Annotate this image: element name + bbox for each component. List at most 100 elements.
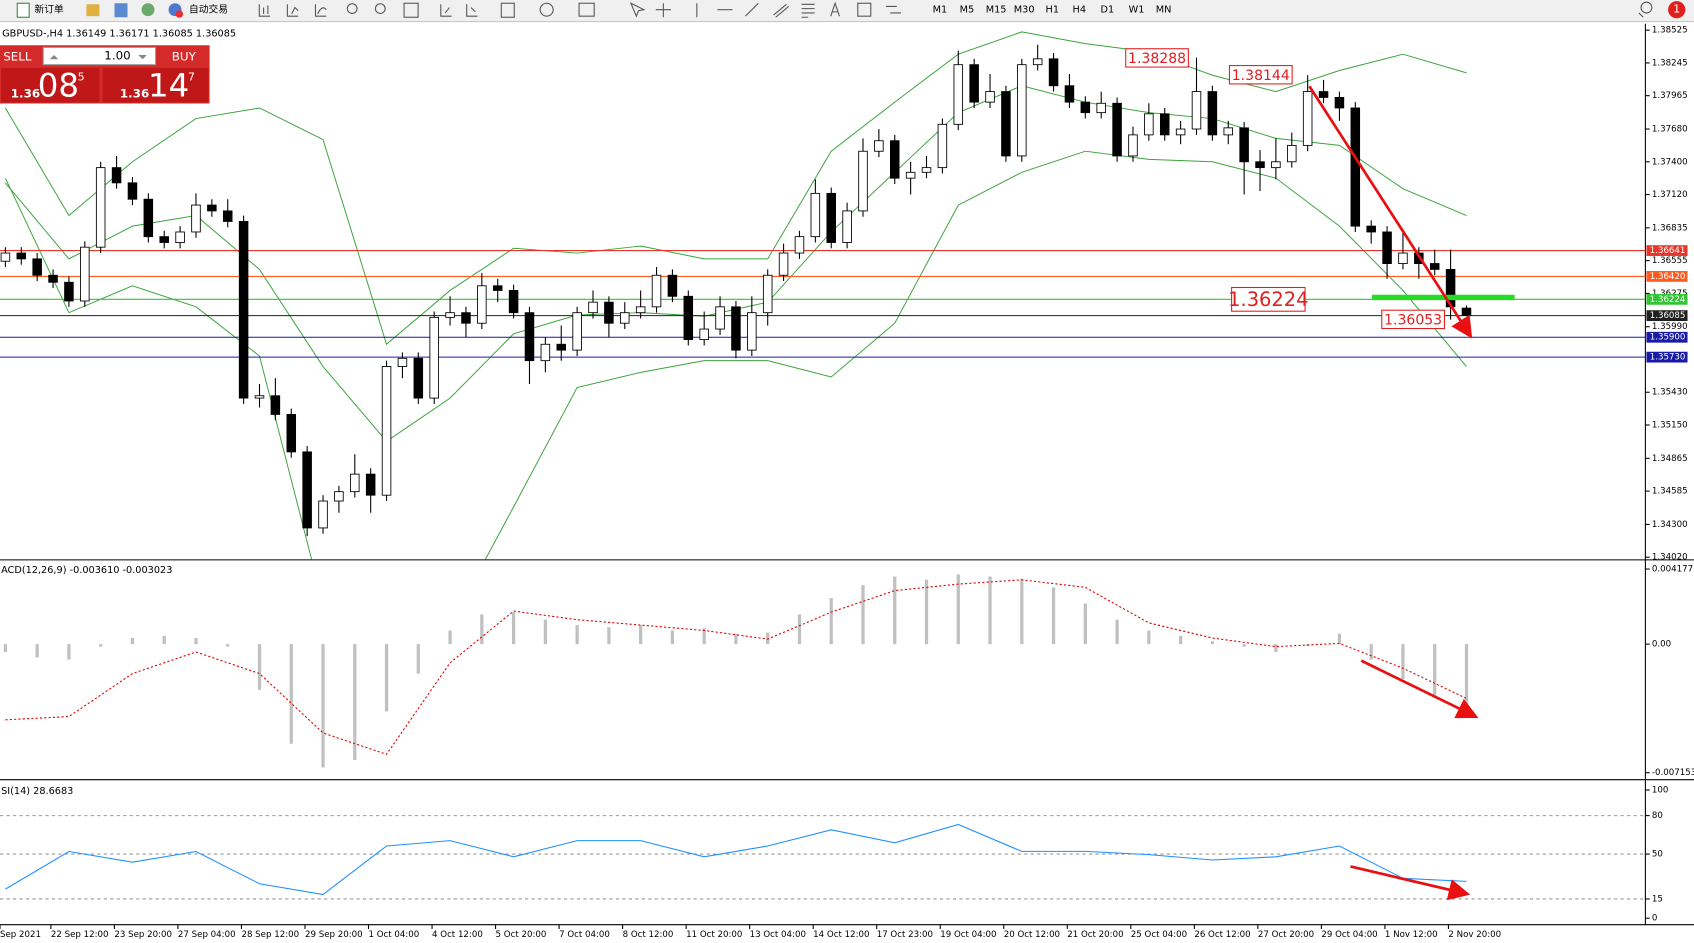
candle-body xyxy=(604,301,614,324)
notification-count: 1 xyxy=(1673,3,1680,16)
x-tick-label: 22 Sep 12:00 xyxy=(51,930,109,940)
macd-bar xyxy=(1051,587,1056,645)
bollinger-band xyxy=(4,31,1467,346)
bid-pips: 08 xyxy=(38,66,79,104)
notification-badge[interactable] xyxy=(1668,1,1686,19)
buy-button[interactable]: BUY xyxy=(172,50,197,64)
auto-trading-label: 自动交易 xyxy=(189,3,228,16)
macd-bar xyxy=(226,644,230,647)
timeframe-button[interactable]: D1 xyxy=(1101,5,1115,16)
x-tick-label: 8 Oct 12:00 xyxy=(623,930,674,940)
price-callout xyxy=(1381,309,1445,330)
sell-button[interactable]: SELL xyxy=(3,50,32,64)
level-tag xyxy=(1646,331,1688,343)
macd-bar xyxy=(924,579,929,645)
candle-body xyxy=(874,140,884,152)
x-tick-label: 27 Sep 04:00 xyxy=(178,930,236,940)
macd-bar xyxy=(1401,644,1405,680)
price-callout xyxy=(1231,286,1306,312)
candle-body xyxy=(32,258,42,276)
candle-body xyxy=(95,167,106,248)
macd-bar xyxy=(162,635,166,645)
x-tick-label: 2 Nov 20:00 xyxy=(1448,930,1501,940)
candle-body xyxy=(556,343,566,351)
price-callout-label: 1.36224 xyxy=(1228,288,1308,311)
y-tick-label: 1.35430 xyxy=(1652,388,1688,398)
timeframe-button[interactable]: MN xyxy=(1156,5,1172,16)
timeframe-button[interactable]: M15 xyxy=(986,5,1007,16)
candle-body xyxy=(762,274,773,314)
candle-body xyxy=(1096,102,1106,114)
timeframe-button[interactable]: M1 xyxy=(933,5,948,16)
candle-body xyxy=(937,123,948,169)
toolbar-icon[interactable] xyxy=(141,3,155,17)
candle-body xyxy=(1366,225,1376,233)
candle-body xyxy=(889,140,900,179)
candle-body xyxy=(810,192,821,238)
bid-box[interactable] xyxy=(1,67,100,103)
candle-body xyxy=(715,306,725,330)
candle-body xyxy=(350,473,360,493)
annotations: 1.38288 1.38144 1.36224 1.36053 xyxy=(1125,48,1445,330)
candle-body xyxy=(270,395,281,415)
y-tick-label: 1.34865 xyxy=(1652,454,1688,464)
timeframes: M1 M5 M15 M30 H1 H4 D1 W1 MN xyxy=(933,5,1172,16)
timeframe-button[interactable]: W1 xyxy=(1129,5,1145,16)
y-tick-label: 50 xyxy=(1652,850,1663,860)
candle-body xyxy=(302,451,312,529)
timeframe-button[interactable]: M5 xyxy=(960,5,975,16)
timeframe-button[interactable]: M30 xyxy=(1014,5,1035,16)
x-tick-label: 1 Oct 04:00 xyxy=(369,930,420,940)
candle-body xyxy=(1398,252,1408,264)
candle-body xyxy=(1207,91,1218,136)
macd-bar xyxy=(1178,635,1183,645)
candle-body xyxy=(921,167,932,173)
lots-input[interactable] xyxy=(42,46,157,66)
toolbar-icon[interactable] xyxy=(86,4,100,17)
macd-bar xyxy=(766,632,770,645)
macd-bar xyxy=(480,614,484,645)
macd-bar xyxy=(1115,619,1119,645)
candle-body xyxy=(381,366,392,496)
level-tag xyxy=(1646,351,1688,363)
ask-box[interactable] xyxy=(102,67,209,103)
macd-bar xyxy=(702,628,706,645)
x-tick-label: 27 Oct 20:00 xyxy=(1258,930,1314,940)
lots-down[interactable] xyxy=(49,54,59,60)
lots-up[interactable] xyxy=(138,54,147,60)
macd-bar xyxy=(1147,630,1151,645)
candle-body xyxy=(80,246,90,302)
x-tick-label: 14 Oct 12:00 xyxy=(813,930,869,940)
candle-body xyxy=(477,285,487,324)
chart-title: GBPUSD-,H4 1.36149 1.36171 1.36085 1.360… xyxy=(2,28,236,39)
new-order-button[interactable]: 新订单 xyxy=(16,2,64,18)
toolbar-icon[interactable] xyxy=(114,3,128,18)
candle-body xyxy=(318,500,328,529)
ask-big: 1.36 xyxy=(120,86,149,100)
bid-point: 5 xyxy=(78,71,85,84)
x-tick-label: 19 Oct 04:00 xyxy=(940,930,996,940)
rsi-arrow xyxy=(1350,865,1471,901)
candle-body xyxy=(445,312,455,318)
candle-body xyxy=(826,192,836,243)
candle-body xyxy=(1017,64,1027,157)
candle-body xyxy=(540,343,551,362)
y-tick-label: 1.34020 xyxy=(1652,553,1688,563)
candle-body xyxy=(778,252,789,276)
timeframe-button[interactable]: H4 xyxy=(1073,5,1087,16)
macd-bar xyxy=(67,644,71,660)
macd-bar xyxy=(289,644,293,744)
toolbar-icons[interactable] xyxy=(258,1,1653,18)
level-tag xyxy=(1646,271,1688,282)
macd-bar xyxy=(448,630,452,645)
x-tick-label: 20 Oct 12:00 xyxy=(1004,930,1060,940)
y-tick-label: 1.36835 xyxy=(1652,223,1688,233)
candle-body xyxy=(413,357,424,399)
auto-trading-button[interactable]: 自动交易 xyxy=(168,3,228,18)
bollinger-band xyxy=(4,150,1467,560)
x-tick-label: 26 Oct 12:00 xyxy=(1194,930,1250,940)
macd-bar xyxy=(1242,644,1246,647)
level-label: 1.35900 xyxy=(1650,333,1686,343)
macd-bar xyxy=(99,644,103,647)
timeframe-button[interactable]: H1 xyxy=(1046,5,1060,16)
